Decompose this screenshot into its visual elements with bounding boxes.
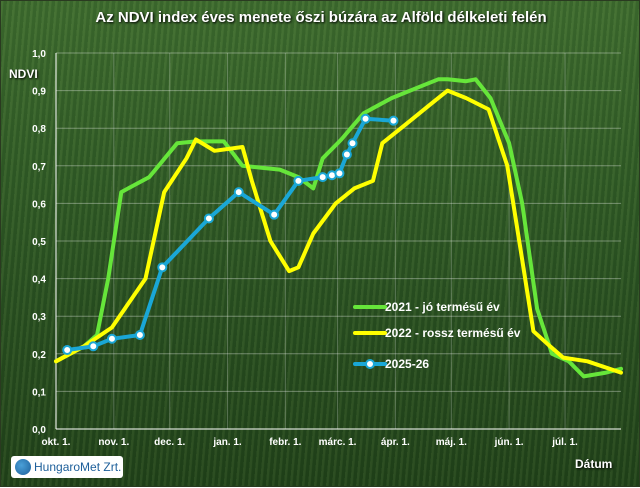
- hungaromet-globe-icon: [15, 459, 31, 475]
- series-point: [203, 213, 214, 224]
- legend-label-1: 2022 - rossz termésű év: [385, 326, 521, 340]
- series-point: [134, 330, 145, 340]
- y-tick-label: 0,6: [32, 199, 46, 210]
- hungaromet-logo-text: HungaroMet Zrt.: [34, 460, 122, 474]
- y-tick-label: 0,9: [32, 87, 46, 98]
- x-axis-label: Dátum: [575, 457, 613, 471]
- y-tick-label: 0,7: [32, 162, 46, 173]
- x-tick-label: nov. 1.: [98, 437, 129, 448]
- series-point: [269, 209, 280, 220]
- y-tick-label: 0,3: [32, 312, 46, 323]
- legend-label-0: 2021 - jó termésű év: [385, 300, 500, 314]
- series-point: [341, 149, 352, 160]
- x-tick-label: febr. 1.: [269, 437, 301, 448]
- x-tick-label: dec. 1.: [154, 437, 185, 448]
- y-tick-label: 0,4: [32, 275, 46, 286]
- series-point: [233, 187, 244, 198]
- y-tick-label: 0,8: [32, 124, 46, 135]
- x-tick-label: jan. 1.: [212, 437, 242, 448]
- chart-title: Az NDVI index éves menete őszi búzára az…: [95, 9, 547, 26]
- series-point: [293, 175, 304, 186]
- y-tick-label: 0,5: [32, 237, 46, 248]
- series-line-2: [65, 116, 396, 352]
- y-tick-label: 0,1: [32, 387, 46, 398]
- series-point: [317, 172, 328, 183]
- y-tick-label: 0,0: [32, 425, 46, 436]
- x-tick-label: márc. 1.: [319, 437, 357, 448]
- legend-label-2: 2025-26: [385, 357, 429, 371]
- y-tick-label: 0,2: [32, 350, 46, 361]
- series-point: [334, 168, 345, 179]
- series-point: [88, 341, 99, 352]
- y-axis-label: NDVI: [9, 67, 38, 81]
- series-point: [157, 262, 168, 273]
- series-point: [106, 333, 117, 344]
- x-tick-label: máj. 1.: [436, 437, 467, 448]
- x-tick-label: okt. 1.: [42, 437, 71, 448]
- series-point: [347, 138, 358, 149]
- series-point: [388, 115, 399, 126]
- series-line-1: [54, 88, 623, 375]
- x-tick-label: júl. 1.: [551, 437, 578, 448]
- x-tick-label: jún. 1.: [494, 437, 524, 448]
- hungaromet-logo: HungaroMet Zrt.: [11, 456, 123, 478]
- series-point: [62, 345, 73, 356]
- series-line-0: [54, 77, 623, 379]
- x-tick-label: ápr. 1.: [381, 437, 410, 448]
- series-point: [360, 113, 371, 124]
- legend-marker: [365, 359, 375, 369]
- y-tick-label: 1,0: [32, 49, 46, 60]
